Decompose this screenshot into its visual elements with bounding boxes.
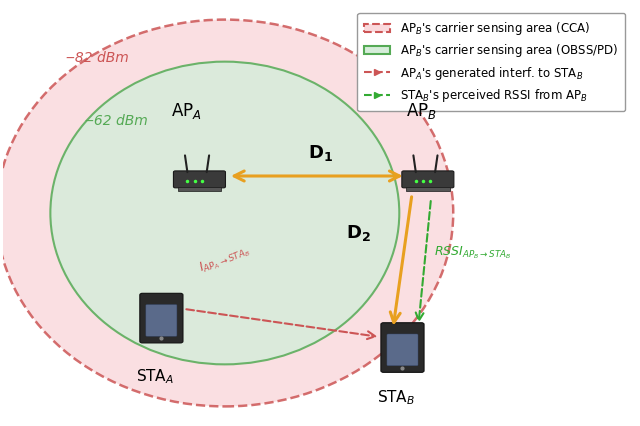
FancyBboxPatch shape [140, 294, 183, 343]
Ellipse shape [0, 20, 453, 406]
Text: $\mathbf{D_2}$: $\mathbf{D_2}$ [346, 223, 371, 243]
FancyBboxPatch shape [173, 171, 225, 188]
Text: ‒82 dBm: ‒82 dBm [66, 51, 129, 65]
FancyBboxPatch shape [381, 323, 424, 372]
Legend: AP$_B$'s carrier sensing area (CCA), AP$_B$'s carrier sensing area (OBSS/PD), AP: AP$_B$'s carrier sensing area (CCA), AP$… [357, 13, 625, 111]
Bar [178, 187, 221, 190]
Text: AP$_B$: AP$_B$ [406, 101, 437, 121]
FancyBboxPatch shape [402, 171, 454, 188]
Text: $I_{AP_A\rightarrow STA_B}$: $I_{AP_A\rightarrow STA_B}$ [197, 242, 252, 277]
Text: AP$_A$: AP$_A$ [172, 101, 202, 121]
Text: $RSSI_{AP_B\rightarrow STA_B}$: $RSSI_{AP_B\rightarrow STA_B}$ [434, 244, 511, 261]
Text: STA$_B$: STA$_B$ [377, 388, 415, 407]
FancyBboxPatch shape [146, 305, 177, 336]
FancyBboxPatch shape [387, 334, 418, 366]
Text: $\mathbf{D_1}$: $\mathbf{D_1}$ [307, 143, 333, 163]
Ellipse shape [51, 62, 399, 364]
Text: ‒62 dBm: ‒62 dBm [85, 114, 148, 128]
Text: STA$_A$: STA$_A$ [136, 367, 174, 386]
Bar [406, 187, 449, 190]
